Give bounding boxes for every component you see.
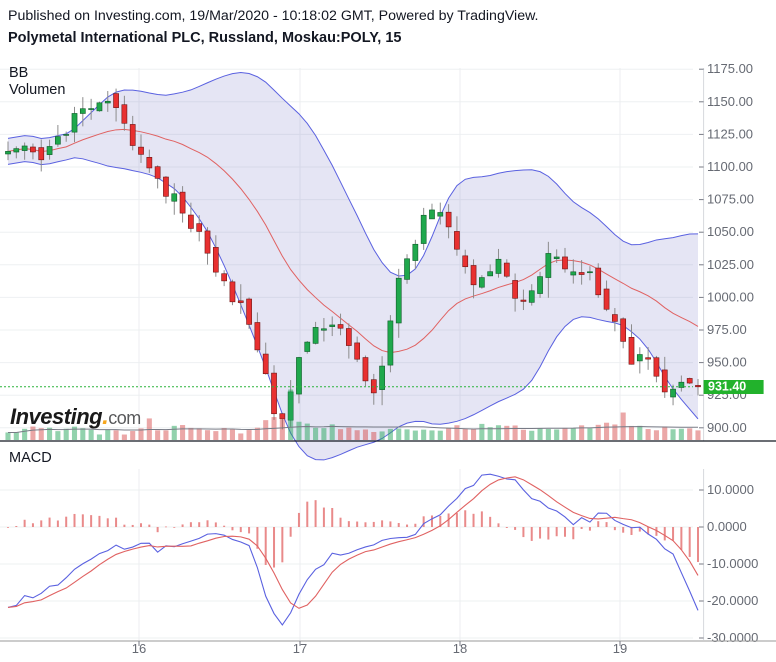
svg-text:-20.0000: -20.0000 [707, 593, 758, 608]
svg-text:1000.00: 1000.00 [707, 289, 754, 304]
svg-text:1050.00: 1050.00 [707, 224, 754, 239]
svg-text:1075.00: 1075.00 [707, 192, 754, 207]
svg-text:1175.00: 1175.00 [707, 61, 753, 76]
svg-text:-10.0000: -10.0000 [707, 556, 758, 571]
svg-text:0.0000: 0.0000 [707, 519, 747, 534]
svg-text:-30.0000: -30.0000 [707, 630, 758, 645]
svg-text:931.40: 931.40 [708, 380, 746, 394]
svg-text:1125.00: 1125.00 [707, 126, 753, 141]
svg-text:975.00: 975.00 [707, 322, 747, 337]
svg-text:Investing.com: Investing.com [10, 403, 141, 430]
svg-text:1150.00: 1150.00 [707, 94, 753, 109]
svg-text:10.0000: 10.0000 [707, 482, 754, 497]
svg-text:1100.00: 1100.00 [707, 159, 753, 174]
svg-text:900.00: 900.00 [707, 420, 747, 435]
svg-text:950.00: 950.00 [707, 355, 747, 370]
svg-text:1025.00: 1025.00 [707, 257, 754, 272]
